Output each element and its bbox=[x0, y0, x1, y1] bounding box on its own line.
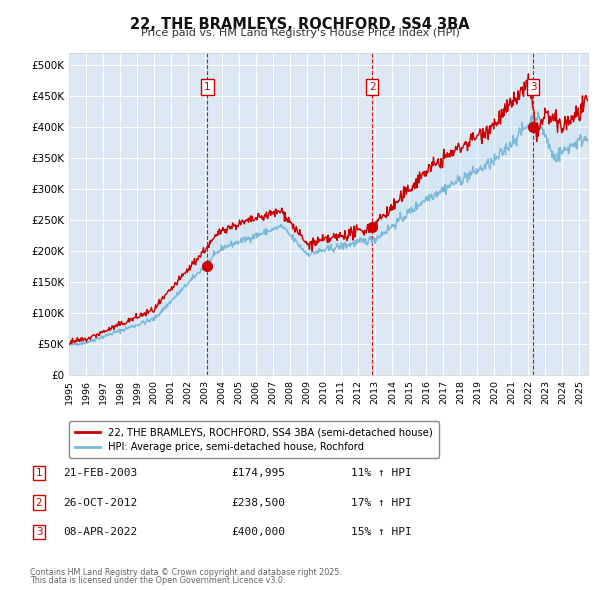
Text: 22, THE BRAMLEYS, ROCHFORD, SS4 3BA: 22, THE BRAMLEYS, ROCHFORD, SS4 3BA bbox=[130, 17, 470, 31]
Text: £174,995: £174,995 bbox=[231, 468, 285, 478]
Text: £400,000: £400,000 bbox=[231, 527, 285, 537]
Text: 11% ↑ HPI: 11% ↑ HPI bbox=[351, 468, 412, 478]
Text: 1: 1 bbox=[35, 468, 43, 478]
Text: 26-OCT-2012: 26-OCT-2012 bbox=[63, 498, 137, 507]
Text: 2: 2 bbox=[35, 498, 43, 507]
Text: 3: 3 bbox=[530, 82, 536, 92]
Text: This data is licensed under the Open Government Licence v3.0.: This data is licensed under the Open Gov… bbox=[30, 576, 286, 585]
Text: £238,500: £238,500 bbox=[231, 498, 285, 507]
Text: Contains HM Land Registry data © Crown copyright and database right 2025.: Contains HM Land Registry data © Crown c… bbox=[30, 568, 342, 577]
Text: 21-FEB-2003: 21-FEB-2003 bbox=[63, 468, 137, 478]
Text: 08-APR-2022: 08-APR-2022 bbox=[63, 527, 137, 537]
Legend: 22, THE BRAMLEYS, ROCHFORD, SS4 3BA (semi-detached house), HPI: Average price, s: 22, THE BRAMLEYS, ROCHFORD, SS4 3BA (sem… bbox=[69, 421, 439, 458]
Text: 1: 1 bbox=[204, 82, 211, 92]
Text: Price paid vs. HM Land Registry's House Price Index (HPI): Price paid vs. HM Land Registry's House … bbox=[140, 28, 460, 38]
Text: 17% ↑ HPI: 17% ↑ HPI bbox=[351, 498, 412, 507]
Text: 3: 3 bbox=[35, 527, 43, 537]
Text: 15% ↑ HPI: 15% ↑ HPI bbox=[351, 527, 412, 537]
Text: 2: 2 bbox=[369, 82, 376, 92]
